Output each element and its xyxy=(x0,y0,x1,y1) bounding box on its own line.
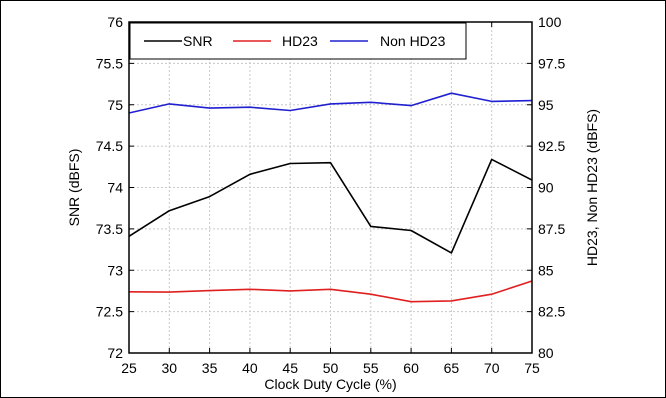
x-tick-label: 65 xyxy=(444,360,460,376)
legend-label-snr: SNR xyxy=(183,33,213,49)
legend-box xyxy=(129,22,467,60)
y-axis-left-label: SNR (dBFS) xyxy=(66,149,82,227)
y-left-tick-label: 75 xyxy=(107,97,123,113)
y-left-tick-label: 73.5 xyxy=(96,221,123,237)
y-left-tick-label: 74.5 xyxy=(96,138,123,154)
x-tick-label: 35 xyxy=(202,360,218,376)
y-right-tick-label: 100 xyxy=(538,14,562,30)
y-right-tick-label: 80 xyxy=(538,345,554,361)
y-right-tick-label: 95 xyxy=(538,97,554,113)
y-right-tick-label: 92.5 xyxy=(538,138,565,154)
grid xyxy=(129,22,532,353)
legend: SNR HD23 Non HD23 xyxy=(129,22,467,60)
y-left-tick-label: 74 xyxy=(107,180,123,196)
x-tick-label: 60 xyxy=(403,360,419,376)
series-lines xyxy=(128,92,533,303)
x-tick-label: 75 xyxy=(524,360,540,376)
x-tick-label: 45 xyxy=(282,360,298,376)
x-tick-label: 30 xyxy=(162,360,178,376)
y-right-tick-label: 85 xyxy=(538,262,554,278)
legend-label-non-hd23: Non HD23 xyxy=(380,33,446,49)
y-left-tick-label: 75.5 xyxy=(96,55,123,71)
series-line-snr xyxy=(128,158,533,254)
y-axis-right-label: HD23, Non HD23 (dBFS) xyxy=(584,109,600,266)
x-tick-label: 70 xyxy=(484,360,500,376)
x-tick-label: 40 xyxy=(242,360,258,376)
series-line-non-hd23 xyxy=(128,92,533,114)
legend-label-hd23: HD23 xyxy=(282,33,318,49)
x-axis-label: Clock Duty Cycle (%) xyxy=(264,376,396,392)
y-left-tick-label: 73 xyxy=(107,262,123,278)
tick-labels: 25 30 35 40 45 50 55 60 65 70 75 72 72.5 73 73.5 74 74.5… xyxy=(96,14,566,376)
y-left-tick-label: 72.5 xyxy=(96,304,123,320)
y-right-tick-label: 87.5 xyxy=(538,221,565,237)
y-right-tick-label: 97.5 xyxy=(538,55,565,71)
x-tick-label: 50 xyxy=(323,360,339,376)
x-tick-label: 25 xyxy=(121,360,137,376)
y-left-tick-label: 76 xyxy=(107,14,123,30)
y-right-tick-label: 82.5 xyxy=(538,304,565,320)
y-left-tick-label: 72 xyxy=(107,345,123,361)
x-tick-label: 55 xyxy=(363,360,379,376)
y-right-tick-label: 90 xyxy=(538,180,554,196)
series-line-hd23 xyxy=(128,280,533,303)
